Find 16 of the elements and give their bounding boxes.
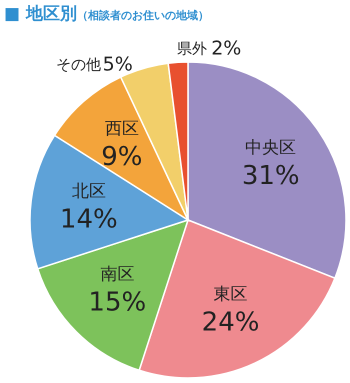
data-label: 5% (102, 53, 133, 76)
slice-label: 西区 (104, 118, 139, 139)
data-label: 24% (202, 307, 260, 338)
slice-label: 県外 (177, 39, 208, 58)
data-label: 14% (60, 204, 118, 234)
chart-subtitle: （相談者のお住いの地域） (76, 9, 209, 22)
data-label: 15% (88, 288, 146, 318)
data-label: 2% (211, 37, 242, 60)
chart-title: ■ 地区別 (4, 4, 77, 24)
slice-label: 南区 (100, 264, 134, 285)
data-label: 9% (101, 142, 142, 172)
slice-label: 東区 (214, 284, 248, 304)
slice-label: 中央区 (245, 138, 296, 158)
data-label: 31% (242, 160, 300, 191)
slice-label: その他 (56, 55, 101, 74)
slice-label: 北区 (72, 181, 106, 202)
